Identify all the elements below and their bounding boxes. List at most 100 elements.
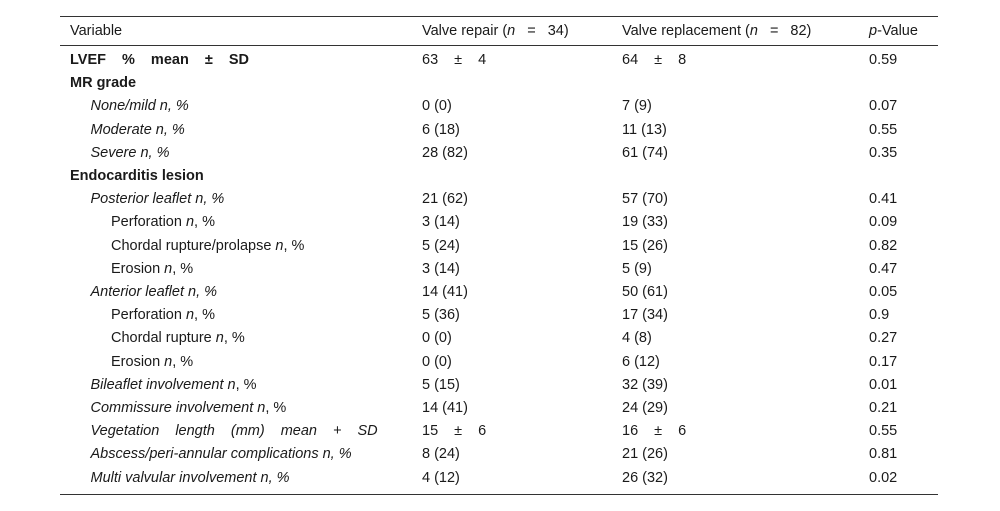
header-eq: = <box>527 23 536 39</box>
header-eq: = <box>769 23 779 39</box>
replacement-cell: 64 ± 8 <box>622 52 687 68</box>
row-label: Erosion n, % <box>111 260 193 278</box>
label-part: , % <box>172 353 194 370</box>
header-n: n <box>507 23 516 39</box>
label-part: n <box>215 330 224 347</box>
row-label: Bileaflet involvement n, % <box>91 376 257 394</box>
header-repair: Valve repair (n = 34) <box>422 22 569 40</box>
label-part: Erosion <box>111 353 161 370</box>
p-cell: 0.47 <box>869 260 898 277</box>
label-part: Bileaflet involvement n <box>90 376 236 393</box>
row-label: Moderate n, % <box>91 121 185 139</box>
header-count: 82) <box>790 23 812 39</box>
p-cell: 0.21 <box>869 400 898 416</box>
label-part: None/mild n, % <box>90 98 189 115</box>
row-label: Vegetation length (mm) mean + SD <box>91 422 378 440</box>
replacement-cell: 57 (70) <box>622 191 668 208</box>
row-label: Perforation n, % <box>111 306 215 324</box>
replacement-cell: 17 (34) <box>622 307 668 324</box>
repair-cell: 5 (36) <box>422 307 460 324</box>
label-part: n <box>164 260 173 277</box>
label-part: n <box>185 214 195 231</box>
p-cell: 0.07 <box>869 98 898 115</box>
replacement-cell: 26 (32) <box>622 469 668 486</box>
p-cell: 0.27 <box>869 330 898 347</box>
row-label: LVEF % mean ± SD <box>70 51 249 69</box>
header-variable: Variable <box>70 23 123 39</box>
top-rule <box>60 16 938 17</box>
p-cell: 0.17 <box>869 353 898 370</box>
row-label: Perforation n, % <box>111 213 215 231</box>
replacement-cell: 7 (9) <box>622 98 652 115</box>
repair-cell: 3 (14) <box>422 214 460 231</box>
repair-cell: 0 (0) <box>422 98 452 115</box>
row-label: MR grade <box>70 74 136 92</box>
label-part: Chordal rupture <box>111 330 212 347</box>
row-label: Chordal rupture n, % <box>111 329 245 347</box>
label-part: Commissure involvement n <box>90 400 266 416</box>
repair-cell: 5 (24) <box>422 237 460 254</box>
repair-cell: 0 (0) <box>422 330 452 347</box>
p-cell: 0.9 <box>869 307 890 324</box>
label-part: Multi valvular involvement n, % <box>90 469 290 486</box>
row-label: Posterior leaflet n, % <box>91 190 225 208</box>
header-text: Valve replacement ( <box>622 23 750 39</box>
repair-cell: 8 (24) <box>422 446 460 463</box>
replacement-cell: 16 ± 6 <box>622 423 687 440</box>
label-part: , % <box>194 307 215 324</box>
label-part: Severe n, % <box>90 144 170 161</box>
replacement-cell: 24 (29) <box>622 400 668 416</box>
label-part: n <box>185 307 195 324</box>
replacement-cell: 4 (8) <box>622 330 652 347</box>
replacement-cell: 21 (26) <box>622 446 668 463</box>
row-label: Abscess/peri-annular complications n, % <box>91 445 352 463</box>
header-count: 34) <box>547 23 569 39</box>
label-part: , % <box>265 400 287 416</box>
repair-cell: 6 (18) <box>422 121 460 138</box>
repair-cell: 14 (41) <box>422 400 468 416</box>
p-cell: 0.05 <box>869 284 898 300</box>
label-part: Chordal rupture/prolapse <box>111 237 272 254</box>
p-cell: 0.55 <box>869 121 898 138</box>
header-p: p-Value <box>869 22 918 40</box>
repair-cell: 3 (14) <box>422 260 460 277</box>
label-part: MR grade <box>70 75 137 92</box>
p-cell: 0.81 <box>869 446 898 463</box>
replacement-cell: 50 (61) <box>622 284 668 300</box>
p-cell: 0.55 <box>869 423 898 440</box>
replacement-cell: 61 (74) <box>622 144 668 161</box>
replacement-cell: 5 (9) <box>622 260 652 277</box>
row-label: Commissure involvement n, % <box>91 399 287 417</box>
label-part: LVEF % mean ± SD <box>70 52 249 68</box>
label-part: Anterior leaflet n, % <box>90 284 218 300</box>
repair-cell: 21 (62) <box>422 191 468 208</box>
repair-cell: 0 (0) <box>422 353 452 370</box>
label-part: Posterior leaflet n, % <box>90 191 225 208</box>
replacement-cell: 11 (13) <box>622 121 667 138</box>
row-label: None/mild n, % <box>91 97 189 115</box>
label-part: Endocarditis lesion <box>70 168 204 184</box>
replacement-cell: 19 (33) <box>622 214 668 231</box>
p-cell: 0.59 <box>869 52 898 68</box>
repair-cell: 4 (12) <box>422 469 460 486</box>
label-part: , % <box>194 214 215 231</box>
label-part: , % <box>235 376 257 393</box>
label-part: Abscess/peri-annular complications n, % <box>90 446 352 463</box>
repair-cell: 28 (82) <box>422 144 468 161</box>
label-part: , % <box>283 237 305 254</box>
row-label: Anterior leaflet n, % <box>91 283 218 301</box>
header-text: Valve repair ( <box>422 23 508 39</box>
repair-cell: 15 ± 6 <box>422 423 487 440</box>
row-label: Erosion n, % <box>111 353 193 371</box>
row-label: Chordal rupture/prolapse n, % <box>111 237 304 255</box>
label-part: n <box>275 237 284 254</box>
repair-cell: 63 ± 4 <box>422 52 487 68</box>
p-cell: 0.01 <box>869 376 898 393</box>
p-cell: 0.35 <box>869 144 898 161</box>
label-part: Erosion <box>111 260 161 277</box>
p-cell: 0.82 <box>869 237 898 254</box>
label-part: Perforation <box>111 307 182 324</box>
row-label: Severe n, % <box>91 144 170 162</box>
header-rule <box>60 45 938 46</box>
